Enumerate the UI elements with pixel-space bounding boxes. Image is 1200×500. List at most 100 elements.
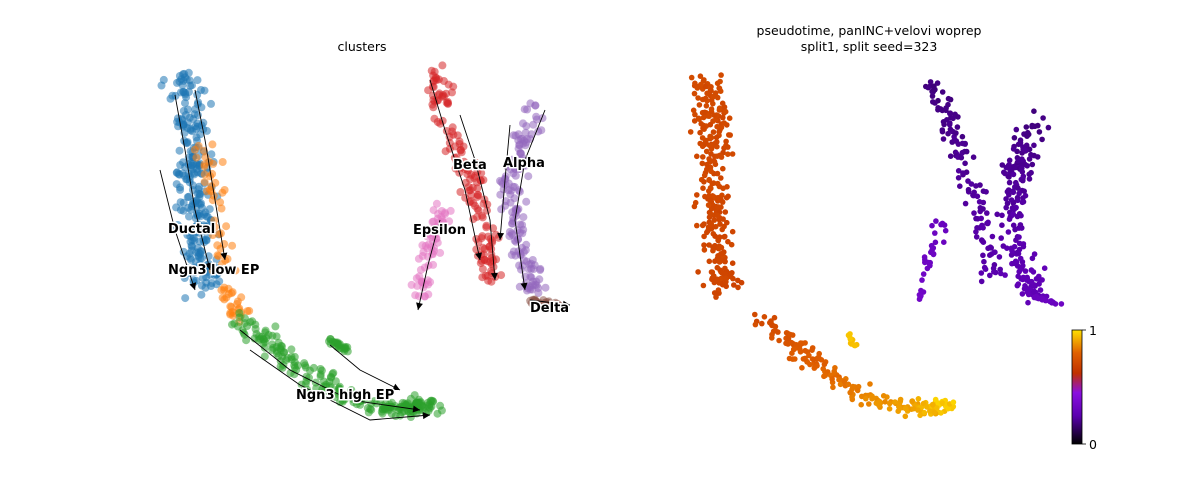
pseudotime-point bbox=[752, 321, 759, 328]
cluster-point bbox=[411, 291, 420, 300]
cluster-point bbox=[434, 225, 443, 234]
cluster-point bbox=[416, 265, 425, 274]
pseudotime-point bbox=[880, 393, 887, 399]
pseudotime-point bbox=[712, 258, 718, 265]
pseudotime-point bbox=[809, 347, 815, 354]
pseudotime-point bbox=[939, 220, 946, 227]
pseudotime-point bbox=[699, 135, 706, 141]
cluster-point bbox=[448, 127, 457, 136]
pseudotime-point bbox=[925, 84, 931, 91]
cluster-point bbox=[334, 341, 343, 350]
cluster-point bbox=[157, 81, 166, 90]
right-title-line1: pseudotime, panINC+velovi woprep bbox=[756, 23, 982, 38]
pseudotime-point bbox=[718, 204, 724, 210]
pseudotime-point bbox=[968, 181, 975, 187]
pseudotime-point bbox=[725, 193, 731, 200]
cluster-point bbox=[196, 249, 205, 258]
pseudotime-point bbox=[958, 154, 965, 161]
stream-line bbox=[329, 344, 401, 391]
cluster-point bbox=[531, 101, 540, 110]
pseudotime-point bbox=[820, 366, 826, 372]
cluster-point bbox=[193, 211, 202, 220]
pseudotime-point bbox=[941, 121, 947, 128]
pseudotime-point bbox=[719, 199, 726, 205]
stream-line bbox=[194, 89, 226, 261]
pseudotime-point bbox=[980, 199, 987, 206]
pseudotime-point bbox=[1019, 169, 1026, 175]
cluster-point bbox=[433, 214, 442, 223]
cluster-point bbox=[224, 284, 233, 293]
pseudotime-point bbox=[716, 85, 722, 91]
pseudotime-point bbox=[1024, 163, 1030, 169]
pseudotime-point bbox=[892, 399, 898, 405]
pseudotime-point bbox=[708, 106, 715, 112]
stream-line bbox=[429, 79, 481, 261]
cluster-point bbox=[473, 167, 482, 176]
pseudotime-point bbox=[930, 251, 937, 257]
pseudotime-point bbox=[945, 405, 951, 412]
pseudotime-point bbox=[997, 266, 1003, 273]
pseudotime-point bbox=[706, 258, 713, 265]
pseudotime-point bbox=[1006, 216, 1013, 222]
pseudotime-point bbox=[708, 168, 714, 175]
cluster-point bbox=[467, 170, 476, 179]
cluster-point bbox=[456, 145, 465, 154]
cluster-point bbox=[269, 343, 278, 352]
pseudotime-point bbox=[915, 396, 922, 402]
pseudotime-points bbox=[687, 72, 1065, 420]
pseudotime-point bbox=[723, 275, 729, 282]
pseudotime-point bbox=[729, 228, 736, 235]
pseudotime-point bbox=[932, 100, 938, 106]
pseudotime-point bbox=[718, 251, 724, 257]
pseudotime-point bbox=[723, 138, 729, 145]
cluster-point bbox=[211, 178, 220, 187]
cluster-point bbox=[473, 184, 482, 193]
stream-arrowhead bbox=[416, 302, 423, 310]
cluster-point bbox=[252, 330, 261, 338]
pseudotime-point bbox=[934, 80, 941, 86]
pseudotime-point bbox=[1022, 147, 1028, 153]
cluster-point bbox=[415, 272, 424, 281]
cluster-point bbox=[438, 61, 447, 70]
cluster-point bbox=[185, 212, 193, 221]
cluster-point bbox=[181, 99, 189, 108]
cluster-point bbox=[237, 293, 246, 302]
cluster-point bbox=[172, 180, 181, 189]
pseudotime-point bbox=[978, 278, 985, 285]
pseudotime-point bbox=[1040, 115, 1046, 121]
pseudotime-point bbox=[1022, 283, 1028, 289]
cluster-point bbox=[218, 158, 227, 166]
pseudotime-point bbox=[1036, 129, 1043, 135]
pseudotime-point bbox=[959, 133, 966, 140]
pseudotime-point bbox=[694, 222, 700, 229]
pseudotime-point bbox=[713, 294, 719, 300]
pseudotime-point bbox=[985, 219, 991, 226]
pseudotime-point bbox=[708, 185, 714, 192]
pseudotime-point bbox=[691, 90, 698, 97]
pseudotime-point bbox=[1013, 126, 1020, 133]
pseudotime-point bbox=[719, 226, 725, 233]
pseudotime-point bbox=[942, 227, 949, 234]
pseudotime-point bbox=[902, 413, 909, 420]
pseudotime-point bbox=[692, 80, 698, 87]
cluster-point bbox=[472, 235, 481, 243]
pseudotime-point bbox=[721, 120, 727, 126]
cluster-point bbox=[188, 186, 197, 194]
pseudotime-point bbox=[1024, 133, 1030, 139]
pseudotime-point bbox=[690, 107, 697, 114]
cluster-point bbox=[511, 165, 520, 174]
pseudotime-point bbox=[821, 361, 828, 368]
pseudotime-point bbox=[716, 183, 723, 190]
pseudotime-point bbox=[725, 151, 731, 157]
pseudotime-point bbox=[759, 320, 765, 327]
pseudotime-point bbox=[726, 115, 733, 121]
pseudotime-point bbox=[1005, 229, 1012, 235]
pseudotime-point bbox=[714, 94, 721, 101]
pseudotime-point bbox=[836, 376, 842, 383]
pseudotime-point bbox=[1025, 291, 1032, 298]
pseudotime-point bbox=[866, 401, 872, 407]
pseudotime-point bbox=[701, 109, 708, 116]
pseudotime-point bbox=[702, 83, 708, 90]
pseudotime-point bbox=[996, 254, 1003, 260]
pseudotime-point bbox=[841, 378, 848, 385]
